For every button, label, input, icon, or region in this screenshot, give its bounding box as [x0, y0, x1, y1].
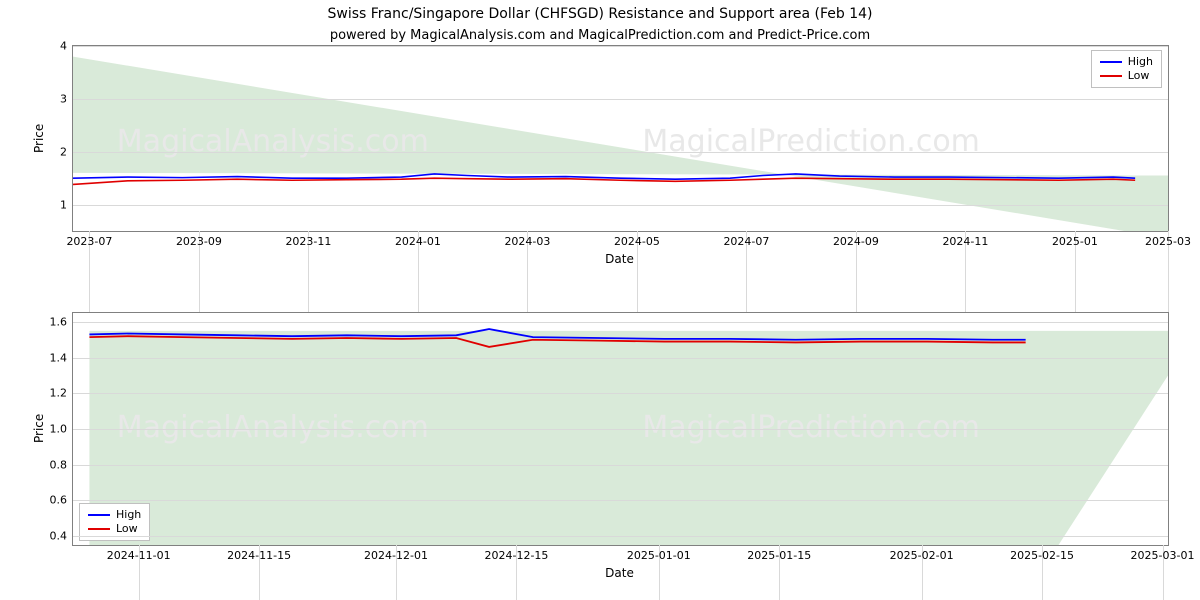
legend-row-low: Low [88, 522, 141, 536]
bottom-chart-plot: MagicalAnalysis.com MagicalPrediction.co… [72, 312, 1169, 546]
bottom-chart-ylabel: Price [32, 414, 46, 443]
legend-low-label: Low [116, 522, 138, 536]
gridline-h [73, 500, 1168, 501]
gridline-h [73, 465, 1168, 466]
ytick-label: 1.2 [50, 387, 74, 400]
xtick-label: 2025-03-01 [1131, 545, 1195, 562]
gridline-h [73, 152, 1168, 153]
legend-high-label: High [116, 508, 141, 522]
xtick-label: 2023-07 [66, 231, 112, 248]
ytick-label: 2 [60, 145, 73, 158]
xtick-label: 2024-09 [833, 231, 879, 248]
gridline-h [73, 46, 1168, 47]
xtick-label: 2025-01 [1052, 231, 1098, 248]
xtick-label: 2024-11 [942, 231, 988, 248]
xtick-label: 2025-01-01 [627, 545, 691, 562]
ytick-label: 1.0 [50, 423, 74, 436]
gridline-h [73, 429, 1168, 430]
gridline-h [73, 99, 1168, 100]
xtick-label: 2024-11-15 [227, 545, 291, 562]
xtick-label: 2024-12-15 [485, 545, 549, 562]
legend-row-low: Low [1100, 69, 1153, 83]
legend-high-swatch [88, 514, 110, 516]
bottom-chart-xlabel: Date [72, 566, 1167, 580]
xtick-label: 2024-05 [614, 231, 660, 248]
ytick-label: 0.4 [50, 530, 74, 543]
top-chart-svg [73, 46, 1168, 231]
xtick-label: 2024-11-01 [107, 545, 171, 562]
top-chart-ylabel: Price [32, 123, 46, 152]
top-chart-xlabel: Date [72, 252, 1167, 266]
ytick-label: 0.6 [50, 494, 74, 507]
xtick-label: 2025-02-15 [1010, 545, 1074, 562]
ytick-label: 3 [60, 92, 73, 105]
xtick-label: 2025-02-01 [890, 545, 954, 562]
ytick-label: 1.4 [50, 351, 74, 364]
xtick-label: 2024-12-01 [364, 545, 428, 562]
gridline-h [73, 205, 1168, 206]
gridline-h [73, 393, 1168, 394]
legend-row-high: High [1100, 55, 1153, 69]
ytick-label: 1 [60, 198, 73, 211]
gridline-h [73, 358, 1168, 359]
ytick-label: 4 [60, 40, 73, 53]
legend-low-label: Low [1128, 69, 1150, 83]
xtick-label: 2025-01-15 [747, 545, 811, 562]
legend-row-high: High [88, 508, 141, 522]
ytick-label: 0.8 [50, 458, 74, 471]
xtick-label: 2025-03 [1145, 231, 1191, 248]
support-area [89, 331, 1168, 545]
gridline-h [73, 322, 1168, 323]
legend-high-label: High [1128, 55, 1153, 69]
chart-title: Swiss Franc/Singapore Dollar (CHFSGD) Re… [0, 6, 1200, 22]
xtick-label: 2024-01 [395, 231, 441, 248]
gridline-h [73, 536, 1168, 537]
chart-subtitle: powered by MagicalAnalysis.com and Magic… [0, 28, 1200, 43]
xtick-label: 2024-07 [723, 231, 769, 248]
top-chart-legend: High Low [1091, 50, 1162, 88]
top-chart-plot: MagicalAnalysis.com MagicalPrediction.co… [72, 45, 1169, 232]
xtick-label: 2024-03 [504, 231, 550, 248]
xtick-label: 2023-09 [176, 231, 222, 248]
ytick-label: 1.6 [50, 315, 74, 328]
legend-low-swatch [88, 528, 110, 530]
legend-low-swatch [1100, 75, 1122, 77]
xtick-label: 2023-11 [285, 231, 331, 248]
legend-high-swatch [1100, 61, 1122, 63]
